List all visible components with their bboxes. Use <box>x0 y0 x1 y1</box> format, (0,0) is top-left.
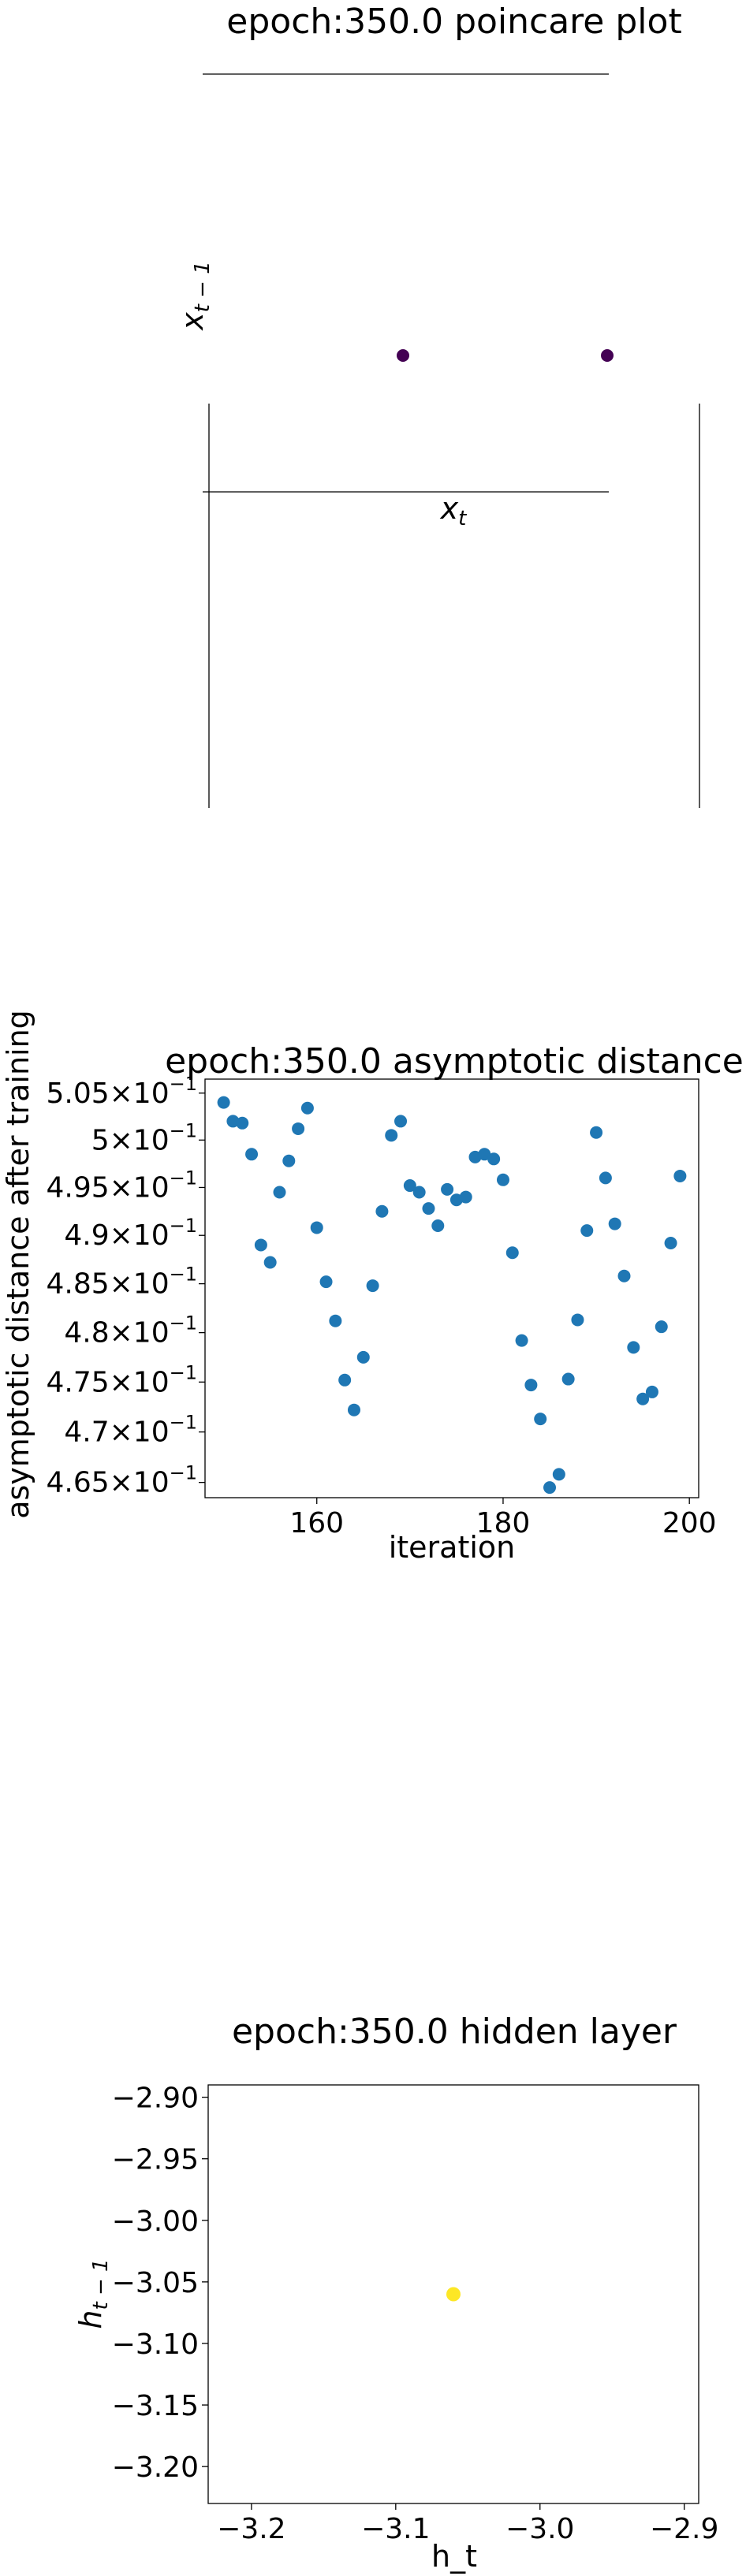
asymptotic-y-tick-label: 4.8×10−1 <box>64 1312 197 1349</box>
asymptotic-y-tick-label: 4.75×10−1 <box>46 1361 197 1398</box>
hidden-y-tick-label: −2.90 <box>112 2083 199 2115</box>
asymptotic-point <box>543 1481 557 1495</box>
asymptotic-point <box>422 1202 435 1215</box>
poincare-point <box>601 349 614 362</box>
hidden-title: epoch:350.0 hidden layer <box>232 2012 677 2052</box>
asymptotic-point <box>561 1372 575 1386</box>
asymptotic-ylabel: asymptotic distance after training <box>1 1010 35 1519</box>
asymptotic-title: epoch:350.0 asymptotic distance <box>165 1041 744 1081</box>
poincare-point <box>397 349 409 362</box>
asymptotic-point <box>655 1320 668 1334</box>
asymptotic-point <box>636 1392 650 1405</box>
asymptotic-y-tick-label: 5.05×10−1 <box>46 1073 197 1110</box>
hidden-y-tick-label: −3.05 <box>112 2267 199 2299</box>
asymptotic-y-tick-label: 4.85×10−1 <box>46 1264 197 1301</box>
asymptotic-point <box>347 1403 360 1416</box>
asymptotic-point <box>329 1314 342 1327</box>
hidden-xlabel: h_t <box>431 2539 477 2574</box>
asymptotic-points <box>217 1096 687 1495</box>
poincare-title: epoch:350.0 poincare plot <box>226 2 681 42</box>
asymptotic-x-tick-label: 200 <box>662 1507 717 1539</box>
asymptotic-plot-frame <box>204 1078 699 1498</box>
asymptotic-point <box>599 1171 612 1185</box>
asymptotic-point <box>617 1269 631 1282</box>
asymptotic-point <box>496 1173 509 1186</box>
asymptotic-point <box>310 1221 323 1234</box>
hidden-x-tick-label: −3.1 <box>361 2513 430 2545</box>
asymptotic-point <box>403 1179 416 1193</box>
asymptotic-point <box>236 1116 249 1130</box>
asymptotic-y-ticks: 4.65×10−1 4.7×10−1 4.75×10−1 4.8×10−1 4.85×1… <box>46 1073 205 1499</box>
asymptotic-point <box>515 1334 528 1347</box>
hidden-points <box>446 2287 461 2302</box>
hidden-y-tick-label: −3.10 <box>112 2328 199 2361</box>
hidden-y-tick-label: −3.00 <box>112 2206 199 2238</box>
asymptotic-point <box>273 1186 286 1199</box>
asymptotic-x-tick-label: 180 <box>476 1507 531 1539</box>
hidden-y-tick-label: −3.15 <box>112 2390 199 2422</box>
asymptotic-distance-plot: epoch:350.0 asymptotic distance 4.65×10−… <box>1 1010 744 1565</box>
asymptotic-point <box>263 1256 277 1269</box>
hidden-plot-frame <box>207 2084 699 2504</box>
poincare-xlabel: xt <box>440 491 468 530</box>
hidden-x-tick-label: −3.0 <box>505 2513 574 2545</box>
asymptotic-point <box>385 1129 398 1142</box>
asymptotic-point <box>627 1341 640 1354</box>
poincare-ylabel: xt − 1 <box>175 261 214 331</box>
asymptotic-point <box>580 1224 594 1238</box>
asymptotic-point <box>366 1279 379 1293</box>
asymptotic-point <box>300 1101 314 1115</box>
asymptotic-point <box>441 1182 454 1196</box>
asymptotic-point <box>505 1246 519 1260</box>
asymptotic-point <box>412 1186 426 1199</box>
asymptotic-point <box>571 1313 584 1327</box>
asymptotic-y-tick-label: 4.95×10−1 <box>46 1167 197 1204</box>
hidden-layer-plot: epoch:350.0 hidden layer −2.90 −2.95 −3.00… <box>73 2012 718 2574</box>
asymptotic-point <box>664 1237 677 1250</box>
hidden-x-tick-label: −2.9 <box>650 2513 718 2545</box>
asymptotic-point <box>552 1468 565 1481</box>
poincare-plot: epoch:350.0 poincare plot xt xt − 1 <box>175 2 700 808</box>
asymptotic-point <box>459 1190 472 1204</box>
asymptotic-point <box>394 1115 408 1128</box>
asymptotic-point <box>292 1122 305 1135</box>
asymptotic-y-tick-label: 4.65×10−1 <box>46 1462 197 1499</box>
asymptotic-point <box>217 1096 230 1109</box>
hidden-x-ticks: −3.2 −3.1 −3.0 −2.9 <box>217 2503 718 2545</box>
hidden-y-ticks: −2.90 −2.95 −3.00 −3.05 −3.10 −3.15 −3.20 <box>112 2083 208 2484</box>
asymptotic-point <box>338 1373 352 1387</box>
asymptotic-x-tick-label: 160 <box>289 1507 344 1539</box>
asymptotic-point <box>431 1219 445 1233</box>
asymptotic-point <box>487 1152 501 1166</box>
asymptotic-point <box>478 1148 491 1161</box>
asymptotic-point <box>282 1154 296 1167</box>
asymptotic-point <box>673 1169 687 1182</box>
hidden-x-tick-label: −3.2 <box>217 2513 285 2545</box>
asymptotic-point <box>356 1350 370 1364</box>
asymptotic-point <box>254 1238 267 1252</box>
asymptotic-point <box>608 1217 621 1230</box>
hidden-y-tick-label: −2.95 <box>112 2144 199 2176</box>
asymptotic-y-tick-label: 4.9×10−1 <box>64 1215 197 1252</box>
hidden-ylabel: ht − 1 <box>73 2258 113 2328</box>
poincare-points <box>397 349 614 362</box>
asymptotic-point <box>524 1379 538 1392</box>
asymptotic-point <box>319 1275 333 1289</box>
hidden-y-tick-label: −3.20 <box>112 2451 199 2484</box>
asymptotic-point <box>245 1148 259 1161</box>
hidden-point <box>446 2287 461 2302</box>
asymptotic-x-ticks: 160 180 200 <box>289 1498 717 1539</box>
asymptotic-xlabel: iteration <box>389 1530 516 1565</box>
asymptotic-y-tick-label: 4.7×10−1 <box>64 1412 197 1449</box>
asymptotic-point <box>375 1204 389 1218</box>
asymptotic-y-tick-label: 5×10−1 <box>91 1119 197 1156</box>
asymptotic-point <box>645 1385 658 1398</box>
asymptotic-point <box>534 1413 547 1426</box>
asymptotic-point <box>590 1126 603 1139</box>
